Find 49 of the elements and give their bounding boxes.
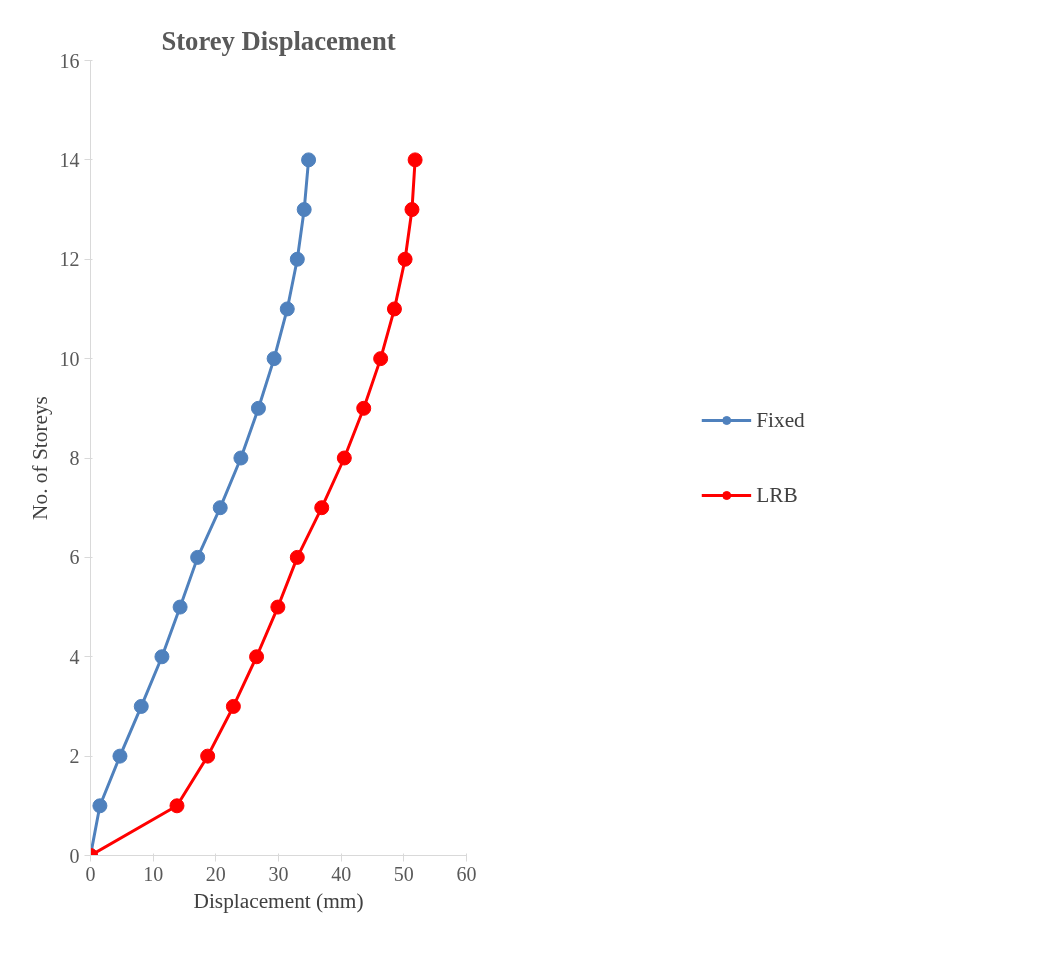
point [301, 152, 317, 168]
y-tick-label: 10 [59, 347, 80, 370]
point [314, 500, 330, 516]
point [279, 301, 295, 317]
point [154, 649, 170, 665]
point [190, 549, 206, 565]
point [289, 251, 305, 267]
point [407, 152, 423, 168]
x-axis-title: Displacement (mm) [193, 888, 364, 913]
x-tick-label: 40 [331, 862, 352, 885]
point [250, 400, 266, 416]
point [133, 698, 149, 714]
point [169, 798, 185, 814]
point [404, 202, 420, 218]
x-tick-label: 20 [205, 862, 226, 885]
y-tick-label: 12 [59, 248, 80, 271]
y-tick-label: 4 [69, 645, 80, 668]
chart-title: Storey Displacement [161, 25, 396, 56]
point [172, 599, 188, 615]
legend-label: LRB [756, 482, 798, 508]
x-tick-label: 10 [143, 862, 164, 885]
point [92, 798, 108, 814]
point [356, 400, 372, 416]
point [289, 549, 305, 565]
point [336, 450, 352, 466]
y-tick-label: 0 [69, 844, 80, 867]
point [266, 351, 282, 367]
point [249, 649, 265, 665]
x-tick-label: 50 [393, 862, 414, 885]
point [386, 301, 402, 317]
y-axis-title: No. of Storeys [27, 396, 52, 520]
point [112, 748, 128, 764]
y-tick-label: 16 [59, 49, 80, 72]
point [373, 351, 389, 367]
y-tick-label: 6 [69, 546, 80, 569]
point [270, 599, 286, 615]
y-tick-label: 8 [69, 447, 80, 469]
point [212, 500, 228, 516]
legend-label: Fixed [756, 407, 805, 433]
x-tick-label: 60 [456, 862, 477, 885]
point [225, 698, 241, 714]
point [233, 450, 249, 466]
y-tick-label: 14 [59, 148, 80, 171]
point [397, 251, 413, 267]
x-tick-label: 0 [85, 862, 96, 885]
point [296, 202, 312, 218]
point [200, 748, 216, 764]
y-tick-label: 2 [69, 745, 80, 768]
x-tick-label: 30 [268, 862, 289, 885]
